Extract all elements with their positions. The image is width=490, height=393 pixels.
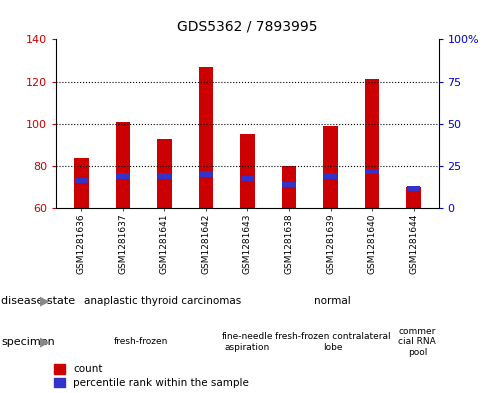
Bar: [74, 158, 89, 208]
Bar: [282, 166, 296, 208]
Bar: [199, 171, 213, 176]
Text: ▶: ▶: [40, 335, 50, 349]
Bar: [116, 173, 129, 179]
Bar: [366, 169, 379, 174]
Bar: [74, 178, 88, 183]
Bar: [158, 173, 171, 179]
Legend: count, percentile rank within the sample: count, percentile rank within the sample: [54, 364, 249, 388]
Text: commer
cial RNA
pool: commer cial RNA pool: [398, 327, 436, 357]
Text: fresh-frozen contralateral
lobe: fresh-frozen contralateral lobe: [274, 332, 390, 352]
Bar: [407, 186, 420, 191]
Bar: [323, 126, 338, 208]
Bar: [406, 187, 421, 208]
Bar: [198, 67, 213, 208]
Bar: [282, 182, 295, 187]
Text: normal: normal: [314, 296, 351, 306]
Title: GDS5362 / 7893995: GDS5362 / 7893995: [177, 20, 318, 34]
Text: fresh-frozen: fresh-frozen: [114, 338, 169, 346]
Bar: [116, 122, 130, 208]
Text: fine-needle
aspiration: fine-needle aspiration: [221, 332, 273, 352]
Bar: [324, 173, 337, 179]
Text: ▶: ▶: [40, 294, 50, 307]
Bar: [365, 79, 379, 208]
Bar: [241, 176, 254, 181]
Bar: [157, 139, 171, 208]
Bar: [240, 134, 255, 208]
Text: disease state: disease state: [1, 296, 75, 306]
Text: specimen: specimen: [1, 337, 55, 347]
Text: anaplastic thyroid carcinomas: anaplastic thyroid carcinomas: [84, 296, 241, 306]
